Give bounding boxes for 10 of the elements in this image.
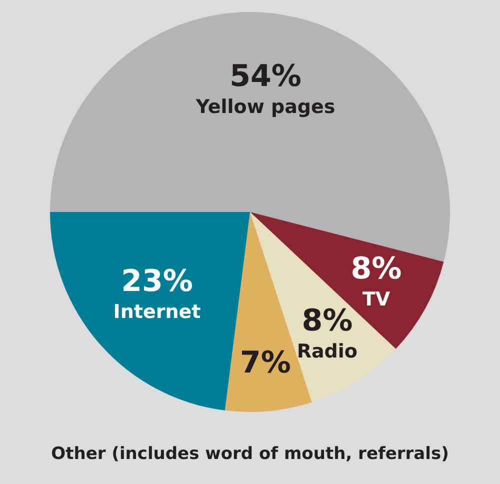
data-label: 7% xyxy=(240,345,291,380)
data-label: 8% xyxy=(350,251,402,286)
data-label: 23% xyxy=(121,264,193,300)
slice-label: Radio xyxy=(296,340,358,363)
slice-label: Internet xyxy=(113,301,201,324)
data-label: 8% xyxy=(302,304,353,339)
slice-label: Yellow pages xyxy=(194,96,336,118)
slice-label: TV xyxy=(362,288,390,310)
data-label: 54% xyxy=(230,58,302,94)
slice-label: Other (includes word of mouth, referrals) xyxy=(51,444,449,464)
